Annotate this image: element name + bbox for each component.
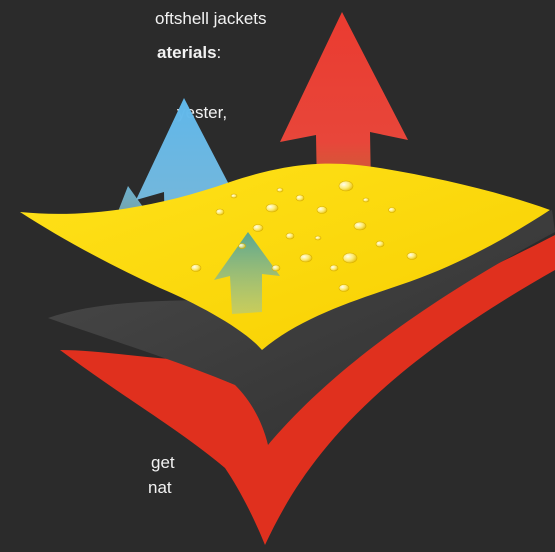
colon-text: : bbox=[216, 43, 222, 62]
green-arrow bbox=[214, 232, 280, 314]
text-line-1: oftshell jackets bbox=[155, 8, 267, 30]
text-line-5: nat bbox=[148, 477, 172, 499]
text-line-4: get bbox=[151, 452, 175, 474]
text-line-4-content: get bbox=[151, 453, 175, 472]
text-line-2: aterials: bbox=[157, 42, 221, 64]
blue-arrow-large bbox=[136, 98, 236, 282]
text-line-5-content: nat bbox=[148, 478, 172, 497]
bold-materials-text: aterials bbox=[157, 43, 217, 62]
text-line-1-content: oftshell jackets bbox=[155, 9, 267, 28]
red-arrow bbox=[280, 12, 408, 248]
yellow-layer bbox=[20, 163, 550, 350]
water-droplets bbox=[190, 180, 418, 292]
